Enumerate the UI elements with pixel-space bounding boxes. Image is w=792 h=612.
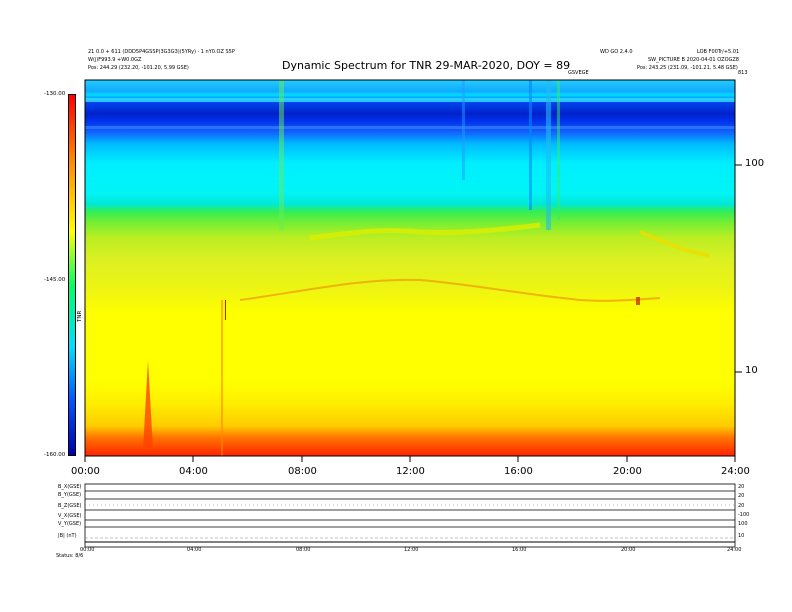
lower-right-label-5: 100 xyxy=(738,521,748,527)
lower-row-label-1: B_X(GSE) xyxy=(58,484,82,490)
lower-row-label-6: |B| (nT) xyxy=(58,533,77,539)
lower-right-label-1: 20 xyxy=(738,484,745,490)
x-tick-5: 20:00 xyxy=(613,466,642,477)
lower-right-label-3: 20 xyxy=(738,503,745,509)
header-position-left: Pos: 244.29 (232.20, -101.20, 5.99 GSE) xyxy=(88,65,189,71)
colorbar xyxy=(68,94,76,456)
x-tick-6: 24:00 xyxy=(721,466,750,477)
lower-row-label-4: V_X(GSE) xyxy=(58,513,82,519)
header-info-line-2: W(j)F993.9 +W0.0GZ xyxy=(88,57,142,63)
x-tick-1: 04:00 xyxy=(179,466,208,477)
lower-right-label-2: 20 xyxy=(738,493,745,499)
colorbar-tick-bottom: -160.00 xyxy=(44,452,66,458)
chart-title: Dynamic Spectrum for TNR 29-MAR-2020, DO… xyxy=(282,59,571,72)
lower-x-tick-1: 04:00 xyxy=(187,547,202,553)
x-axis xyxy=(84,456,736,462)
header-position-right: Pos: 243.25 (231.09, -101.21, 5.48 GSE) xyxy=(637,65,738,71)
lower-x-tick-6: 24:00 xyxy=(727,547,742,553)
lower-row-label-2: B_Y(GSE) xyxy=(58,492,82,498)
y-tick-10: 10 xyxy=(745,365,758,376)
footer-status: Status: 8/6 xyxy=(56,553,84,559)
lower-x-tick-5: 20:00 xyxy=(621,547,636,553)
lower-row-label-5: V_Y(GSE) xyxy=(58,521,82,527)
spectrogram-plot xyxy=(84,79,736,457)
lower-x-tick-4: 16:00 xyxy=(512,547,527,553)
y-tick-100: 100 xyxy=(745,158,765,169)
header-small-label: GSVEGE xyxy=(568,70,589,76)
header-right-top: LOB F00Tr/+5.01 xyxy=(697,49,740,55)
x-tick-0: 00:00 xyxy=(71,466,100,477)
lower-right-label-6: 10 xyxy=(738,533,745,539)
lower-panel xyxy=(84,483,736,548)
colorbar-tick-mid: -145.00 xyxy=(44,277,66,283)
lower-right-label-4: -100 xyxy=(738,512,750,518)
lower-row-label-3: B_Z(GSE) xyxy=(58,503,82,509)
header-corner-label: 813 xyxy=(738,70,748,76)
header-picture-info: SW_PICTURE B 2020-04-01 OZOGZ8 xyxy=(648,57,739,63)
x-tick-4: 16:00 xyxy=(504,466,533,477)
y-axis xyxy=(735,164,742,373)
lower-x-tick-3: 12:00 xyxy=(404,547,419,553)
x-tick-3: 12:00 xyxy=(396,466,425,477)
header-version: WD GO 2.4.0 xyxy=(600,49,633,55)
lower-x-tick-0: 00:00 xyxy=(80,547,95,553)
header-info-line-1: 21 0.0 + 611 (DDD5P4GSSP(3G3G3)(5YRy) · … xyxy=(88,49,235,55)
lower-x-tick-2: 08:00 xyxy=(296,547,311,553)
x-tick-2: 08:00 xyxy=(288,466,317,477)
colorbar-tick-top: -130.00 xyxy=(44,91,66,97)
